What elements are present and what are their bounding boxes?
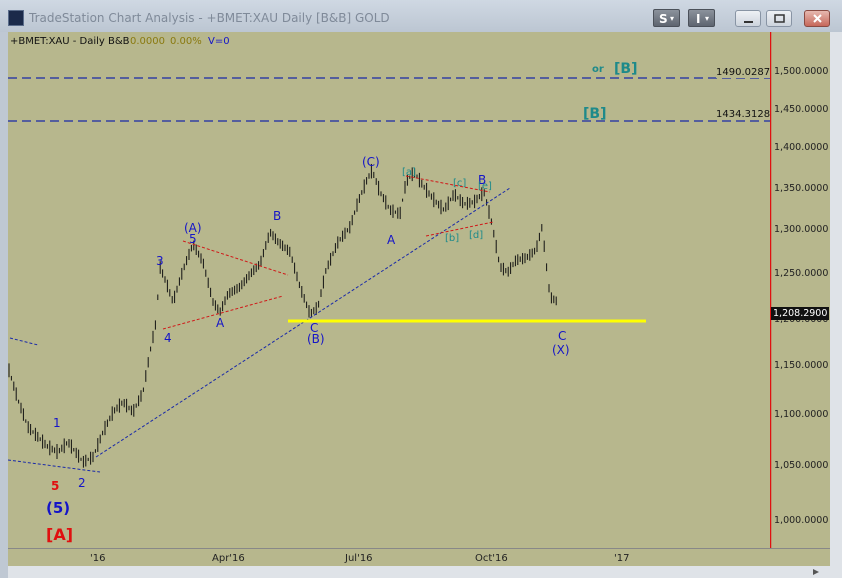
subwave-label-b: [b]	[445, 233, 460, 244]
vertical-scrollbar[interactable]	[830, 32, 842, 578]
time-tick: Jul'16	[345, 553, 373, 564]
i-menu-button[interactable]: I ▾	[688, 9, 715, 27]
app-icon	[8, 10, 24, 26]
wave-label-C-2: C	[558, 329, 567, 343]
subwave-label-a: [a]	[402, 167, 416, 178]
close-icon	[813, 14, 822, 23]
wave-label-A-2: A	[387, 233, 396, 247]
title-bar: TradeStation Chart Analysis - +BMET:XAU …	[0, 0, 842, 32]
triangle-upper-2[interactable]	[405, 175, 491, 193]
wave-label-A-bracket: [A]	[46, 525, 74, 544]
price-tick: 1,250.0000	[774, 268, 829, 279]
price-tick: 1,400.0000	[774, 142, 829, 153]
label-b-bracket-lower: [B]	[583, 106, 607, 122]
last-price-marker: 1,208.2900	[771, 307, 830, 320]
price-tick: 1,150.0000	[774, 360, 829, 371]
indicator-value-2: 0.00%	[170, 36, 202, 47]
label-b-bracket-upper: [B]	[614, 61, 638, 77]
label-or: or	[592, 64, 604, 75]
volume-value: V=0	[208, 36, 230, 47]
trendline-upper-stub[interactable]	[9, 337, 39, 346]
wave-label-C-1: C	[310, 321, 319, 335]
wave-label-4: 4	[164, 331, 172, 345]
wave-label-3: 3	[156, 254, 164, 268]
price-tick: 1,050.0000	[774, 460, 829, 471]
wave-label-5: 5	[189, 232, 197, 246]
window-title: TradeStation Chart Analysis - +BMET:XAU …	[29, 11, 390, 25]
price-plot[interactable]: +BMET:XAU - Daily B&B 0.0000 0.00% V=0 o…	[8, 32, 770, 548]
time-tick: Apr'16	[212, 553, 245, 564]
wave-label-B-paren: (B)	[307, 332, 325, 346]
maximize-button[interactable]	[766, 10, 792, 27]
subwave-label-d: [d]	[469, 230, 484, 241]
price-axis[interactable]: 1,500.0000 1,450.0000 1,400.0000 1,350.0…	[770, 32, 830, 548]
price-tick: 1,000.0000	[774, 515, 829, 526]
indicator-value-1: 0.0000	[130, 36, 165, 47]
wave-label-5-paren: (5)	[46, 499, 71, 517]
level-label-1434: 1434.3128	[716, 109, 771, 120]
maximize-icon	[774, 14, 785, 23]
price-tick: 1,500.0000	[774, 66, 829, 77]
minimize-icon	[744, 21, 753, 23]
wave-label-B-2: B	[478, 173, 487, 187]
price-axis-line	[770, 32, 772, 548]
triangle-lower-1[interactable]	[162, 295, 284, 330]
price-tick: 1,300.0000	[774, 224, 829, 235]
close-button[interactable]	[804, 10, 830, 27]
price-tick: 1,350.0000	[774, 183, 829, 194]
time-axis[interactable]: '16 Apr'16 Jul'16 Oct'16 '17	[8, 548, 830, 567]
time-tick: Oct'16	[475, 553, 508, 564]
wave-label-A-1: A	[216, 316, 225, 330]
drawing-overlay	[8, 77, 770, 473]
horizontal-scrollbar[interactable]	[8, 566, 830, 578]
time-tick: '17	[614, 553, 630, 564]
wave-label-1: 1	[53, 416, 61, 430]
wave-label-2: 2	[78, 476, 86, 490]
wave-label-C-paren: (C)	[362, 155, 380, 169]
trendline-lower[interactable]	[8, 459, 101, 473]
minimize-button[interactable]	[735, 10, 761, 27]
subwave-label-c: [c]	[453, 178, 467, 189]
price-tick: 1,450.0000	[774, 104, 829, 115]
subwave-label-e: [e]	[478, 181, 492, 192]
triangle-upper-1[interactable]	[182, 240, 289, 276]
wave-label-X-paren: (X)	[552, 343, 570, 357]
s-menu-button[interactable]: S ▾	[653, 9, 680, 27]
wave-label-B-1: B	[273, 209, 282, 223]
level-label-1490: 1490.0287	[716, 67, 771, 78]
triangle-lower-2[interactable]	[425, 221, 494, 237]
time-tick: '16	[90, 553, 106, 564]
ohlc-bars	[8, 163, 557, 468]
symbol-label: +BMET:XAU - Daily B&B	[10, 36, 130, 47]
wave-label-5-red: 5	[51, 479, 60, 493]
price-tick: 1,100.0000	[774, 409, 829, 420]
wave-label-A-paren: (A)	[184, 221, 202, 235]
